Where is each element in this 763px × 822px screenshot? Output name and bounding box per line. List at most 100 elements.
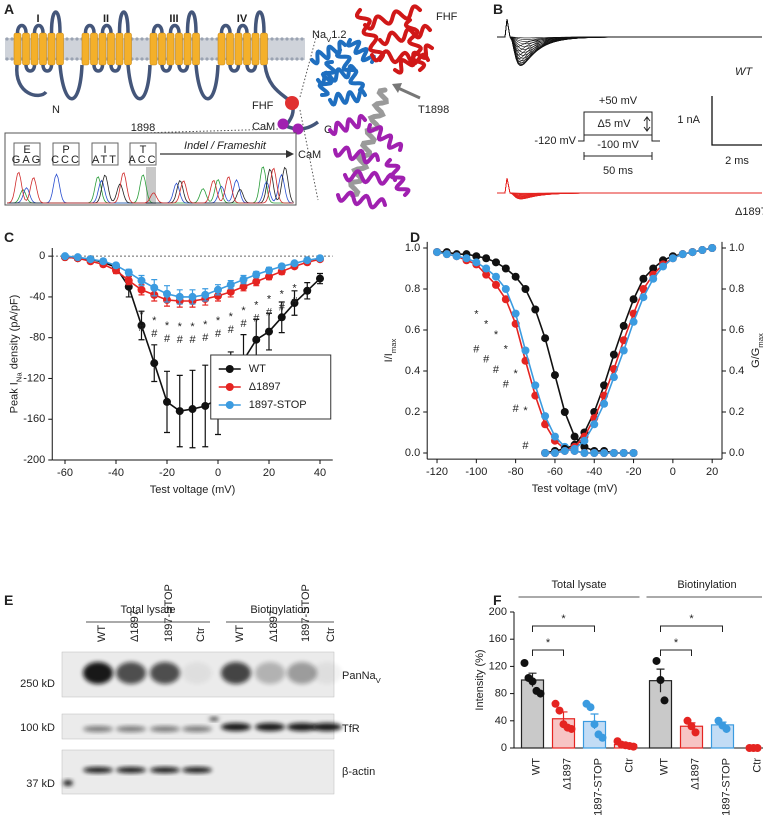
- y-axis-label-part: max: [389, 339, 398, 354]
- lane-label: Δ1897: [268, 610, 280, 642]
- significance-bracket: [532, 625, 595, 632]
- blot-band: [83, 662, 113, 684]
- loop: [15, 23, 28, 34]
- loop: [41, 64, 54, 73]
- lipid-head: [65, 37, 69, 41]
- y-tick-label: 120: [489, 660, 507, 672]
- lipid-head: [290, 37, 294, 41]
- data-point: [570, 444, 579, 453]
- lipid-head: [275, 57, 279, 61]
- x-tick-label: 0: [215, 467, 221, 479]
- lipid-head: [270, 37, 274, 41]
- blot-label: β-actin: [342, 766, 375, 778]
- transmembrane-helix: [30, 32, 39, 66]
- data-point: [265, 266, 273, 275]
- significance-mark: #: [513, 403, 520, 415]
- series-line: [544, 247, 713, 454]
- residue: I: [103, 144, 106, 156]
- data-point: [687, 722, 696, 731]
- loop: [92, 64, 105, 73]
- ladder-band: [63, 780, 73, 786]
- current-trace: [497, 177, 762, 196]
- loop: [49, 10, 62, 34]
- data-point: [303, 286, 312, 295]
- protocol-step-label: Δ5 mV: [597, 118, 631, 130]
- y-axis-label-part: density (pA/pF): [8, 295, 20, 373]
- lipid-head: [75, 37, 79, 41]
- x-tick-label: Δ1897: [690, 758, 702, 790]
- blot-band: [182, 767, 212, 773]
- lipid-head: [300, 37, 304, 41]
- significance-mark: #: [164, 333, 171, 345]
- x-tick-label: 40: [314, 467, 326, 479]
- significance-mark: #: [228, 324, 235, 336]
- data-point: [290, 299, 299, 308]
- data-point: [124, 268, 133, 277]
- data-point: [433, 248, 442, 257]
- loop: [219, 23, 232, 34]
- legend-label: 1897-STOP: [249, 399, 307, 411]
- lipid-head: [10, 57, 14, 61]
- data-point: [112, 261, 120, 270]
- data-point: [590, 720, 599, 729]
- group-label: Total lysate: [551, 579, 606, 591]
- group-label: Total lysate: [120, 604, 175, 616]
- current-trace: [497, 177, 762, 199]
- lipid-head: [200, 37, 204, 41]
- data-point: [265, 327, 273, 336]
- loop: [228, 64, 241, 73]
- data-point: [511, 309, 520, 318]
- x-tick-label: Δ1897: [562, 758, 574, 790]
- scale-time: 2 ms: [725, 155, 749, 167]
- panel-label: B: [493, 1, 503, 17]
- lipid-head: [280, 57, 284, 61]
- lipid-head: [290, 57, 294, 61]
- y-axis-label-part: I/I: [383, 353, 395, 362]
- transmembrane-helix: [149, 32, 158, 66]
- blot-band: [221, 723, 251, 731]
- data-point: [316, 254, 324, 263]
- x-tick-label: -60: [57, 467, 73, 479]
- significance-mark: #: [215, 328, 222, 340]
- lipid-head: [140, 37, 144, 41]
- codon: GAG: [12, 154, 42, 166]
- significance-mark: *: [474, 308, 479, 320]
- y-axis-label-part: Peak I: [8, 382, 20, 413]
- transmembrane-helix: [192, 32, 200, 66]
- y-tick-label: 0.8: [729, 283, 744, 295]
- arrow-head: [286, 150, 294, 158]
- current-trace: [497, 18, 762, 62]
- transmembrane-helix: [107, 32, 115, 66]
- site-label: T1898: [418, 104, 449, 116]
- channel-label-part: 1.2: [331, 29, 346, 41]
- data-point: [482, 270, 491, 279]
- lipid-head: [295, 57, 299, 61]
- channel-label-part: Na: [312, 29, 327, 41]
- current-trace: [497, 177, 762, 195]
- loop: [24, 64, 37, 73]
- current-trace: [497, 177, 762, 195]
- data-point: [656, 676, 665, 684]
- lipid-head: [285, 57, 289, 61]
- data-point: [590, 420, 599, 429]
- y-tick-label: 200: [489, 606, 507, 618]
- residue: P: [62, 144, 69, 156]
- fhf-structure-label: FHF: [436, 11, 458, 23]
- x-tick-label: -60: [547, 466, 563, 478]
- data-point: [536, 689, 545, 698]
- y-tick-label: -200: [23, 454, 45, 466]
- significance-mark: #: [279, 302, 286, 314]
- y-tick-label: 0.4: [729, 365, 744, 377]
- lane-label: Ctr: [325, 627, 337, 642]
- significance-mark: *: [561, 613, 566, 625]
- x-tick-label: Ctr: [752, 758, 763, 773]
- current-trace: [497, 18, 762, 65]
- data-point: [491, 280, 500, 289]
- current-trace: [497, 177, 762, 200]
- x-axis-label: Test voltage (mV): [150, 484, 236, 496]
- significance-mark: *: [292, 282, 297, 294]
- transmembrane-helix: [47, 32, 56, 66]
- data-point: [619, 449, 628, 457]
- y-tick-label: 0.8: [405, 283, 420, 295]
- data-point: [609, 373, 618, 382]
